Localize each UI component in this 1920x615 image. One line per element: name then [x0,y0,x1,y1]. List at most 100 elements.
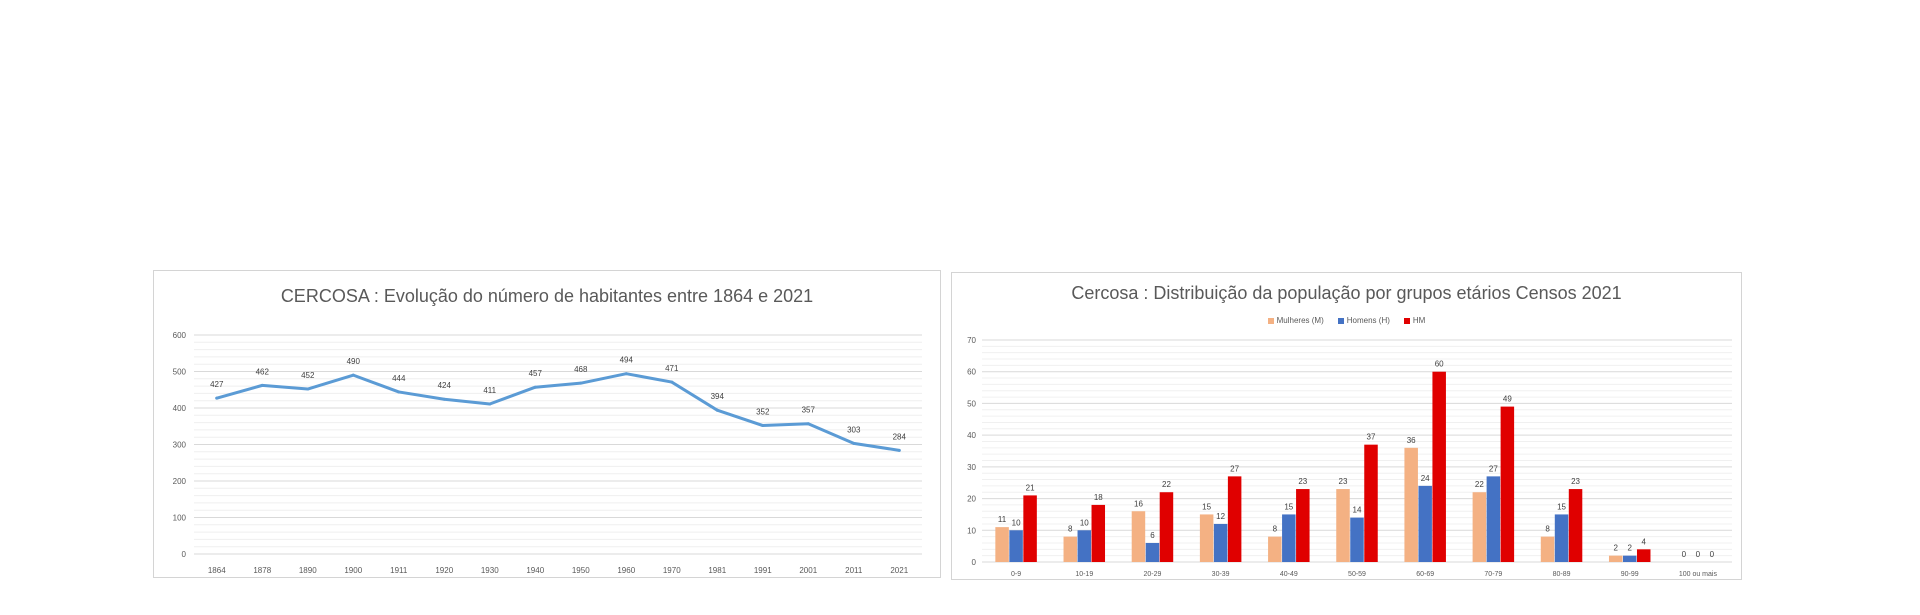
bar [1608,555,1623,562]
data-label: 444 [392,374,406,383]
data-point [897,448,901,452]
line-chart-plot: 0 100 200 300 400 500 600 1864 1878 1890 1900 1911 1… [173,331,922,575]
x-tick-label: 70-79 [1484,571,1502,578]
bar [1622,555,1637,562]
data-label: 12 [1216,512,1225,521]
chart-title: CERCOSA : Evolução do número de habitant… [280,286,814,306]
y-tick-label: 500 [173,368,187,377]
data-label: 23 [1571,477,1580,486]
legend-swatch [1337,317,1344,324]
bar [1296,489,1310,562]
data-label: 352 [756,408,770,417]
data-point [215,396,219,400]
x-tick-label: 20-29 [1144,571,1162,578]
data-label: 0 [1682,550,1687,559]
data-point [442,397,446,401]
data-label: 11 [998,515,1007,524]
data-label: 14 [1353,506,1362,515]
bar [1282,514,1296,562]
y-tick-label: 200 [173,477,187,486]
data-point [761,424,765,428]
x-tick-label: 90-99 [1621,571,1639,578]
data-label: 10 [1012,518,1021,527]
x-tick-label: 50-59 [1348,571,1366,578]
data-point [351,373,355,377]
bar [1500,406,1515,562]
data-label: 22 [1475,480,1484,489]
chart-title: Cercosa : Distribuição da população por … [1071,283,1622,303]
data-label: 15 [1202,502,1211,511]
data-point [624,372,628,376]
y-tick-label: 60 [967,368,976,377]
bar [1636,549,1651,562]
bar [1213,523,1228,562]
data-label: 18 [1094,493,1103,502]
x-tick-label: 1981 [708,566,726,575]
x-tick-label: 100 ou mais [1679,571,1718,578]
x-tick-label: 1940 [526,566,544,575]
x-tick-label: 80-89 [1553,571,1571,578]
bar [1404,447,1418,562]
data-point [715,408,719,412]
bar [1554,514,1569,562]
series-line [215,372,901,452]
x-tick-label: 1911 [390,566,408,575]
data-label: 6 [1150,531,1155,540]
y-tick-label: 0 [182,550,187,559]
bar [1159,492,1174,562]
data-label: 427 [210,380,224,389]
data-label: 452 [301,371,315,380]
x-tick-label: 60-69 [1416,571,1434,578]
y-tick-label: 300 [173,441,187,450]
x-tick-label: 1950 [572,566,590,575]
x-tick-label: 1890 [299,566,317,575]
bar [1199,514,1214,562]
legend-item: HM [1403,316,1425,325]
y-tick-label: 30 [967,463,976,472]
x-tick-label: 1930 [481,566,499,575]
data-label: 10 [1080,518,1089,527]
legend-item: Homens (H) [1337,316,1390,325]
bar [1077,530,1092,562]
legend-swatch [1403,317,1410,324]
legend-label: Mulheres (M) [1276,316,1324,325]
data-label: 8 [1545,525,1550,534]
x-tick-label: 0-9 [1011,571,1021,578]
data-label: 23 [1339,477,1348,486]
bar [1432,371,1446,562]
data-label: 462 [256,367,270,376]
data-label: 284 [893,432,907,441]
population-evolution-chart: CERCOSA : Evolução do número de habitant… [153,270,941,578]
data-label: 4 [1642,537,1647,546]
data-label: 424 [438,381,452,390]
data-label: 0 [1696,550,1701,559]
data-label: 27 [1489,464,1498,473]
bar [1023,495,1037,562]
data-point [579,381,583,385]
bar [1131,511,1146,562]
bar [1091,504,1106,562]
data-point [397,390,401,394]
x-tick-label: 40-49 [1280,571,1298,578]
data-label: 494 [620,356,634,365]
y-tick-label: 40 [967,431,976,440]
bar [1268,536,1282,562]
data-label: 49 [1503,395,1512,404]
legend-item: Mulheres (M) [1267,316,1324,325]
x-tick-label: 10-19 [1075,571,1093,578]
x-tick-label: 1991 [754,566,772,575]
data-point [306,387,310,391]
data-label: 394 [711,392,725,401]
data-label: 60 [1435,360,1444,369]
bar [995,527,1009,562]
y-tick-label: 20 [967,495,976,504]
data-point [260,383,264,387]
data-label: 303 [847,425,861,434]
data-label: 8 [1068,525,1073,534]
data-label: 23 [1298,477,1307,486]
x-tick-label: 1960 [617,566,635,575]
x-tick-label: 1920 [435,566,453,575]
x-tick-label: 1878 [253,566,271,575]
data-label: 457 [529,369,543,378]
bar [1540,536,1555,562]
